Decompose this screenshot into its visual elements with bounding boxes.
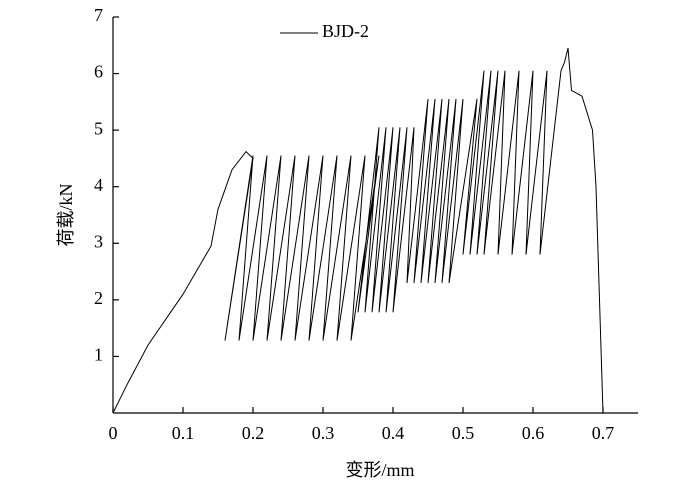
x-tick-label: 0.7 <box>592 423 615 443</box>
y-axis-label: 荷载/kN <box>56 183 76 246</box>
x-tick-label: 0.1 <box>172 423 195 443</box>
x-tick-label: 0.2 <box>242 423 265 443</box>
x-axis-label: 变形/mm <box>345 460 414 480</box>
y-tick-label: 1 <box>94 345 103 365</box>
x-tick-label: 0.4 <box>382 423 405 443</box>
legend-label: BJD-2 <box>322 21 369 41</box>
data-line <box>112 47 604 414</box>
y-tick-label: 6 <box>94 62 103 82</box>
y-tick-label: 7 <box>94 5 103 25</box>
x-tick-label: 0.5 <box>452 423 475 443</box>
y-tick-label: 2 <box>94 288 103 308</box>
x-tick-label: 0 <box>109 423 118 443</box>
x-tick-label: 0.6 <box>522 423 545 443</box>
y-tick-label: 5 <box>94 118 103 138</box>
y-tick-label: 4 <box>94 175 103 195</box>
y-tick-label: 3 <box>94 231 103 251</box>
x-tick-label: 0.3 <box>312 423 335 443</box>
